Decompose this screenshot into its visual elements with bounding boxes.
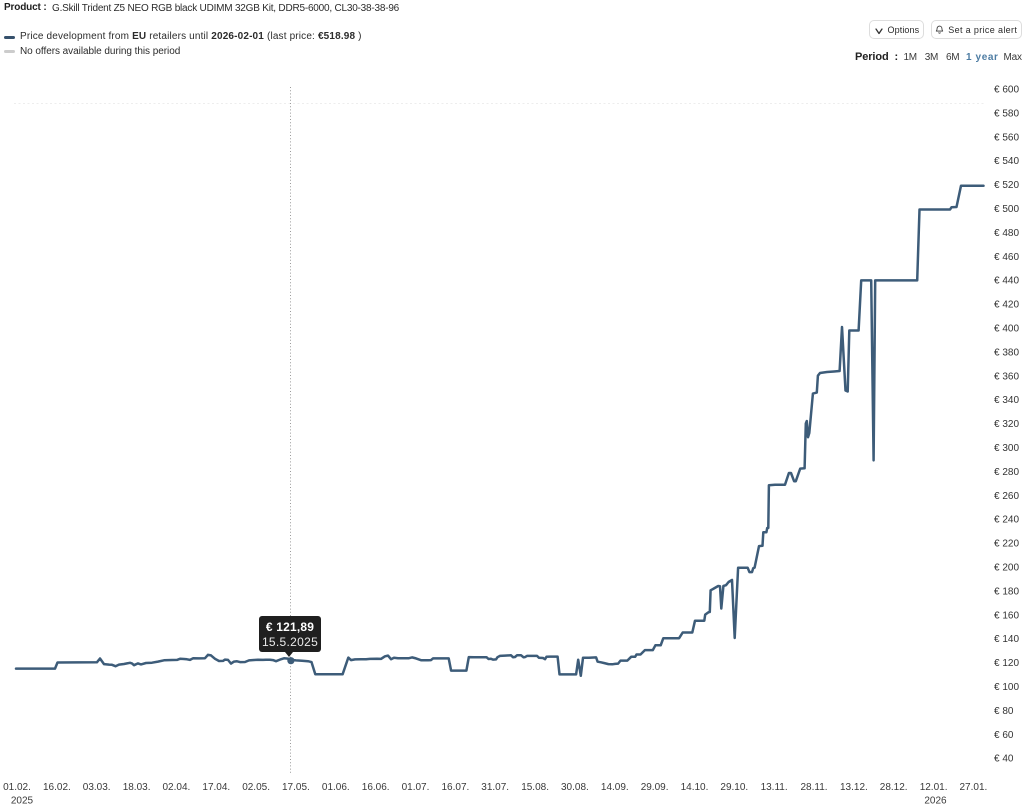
svg-text:€ 120: € 120 bbox=[994, 658, 1019, 669]
svg-text:27.01.: 27.01. bbox=[959, 782, 987, 793]
svg-text:€ 140: € 140 bbox=[994, 634, 1019, 645]
svg-text:17.04.: 17.04. bbox=[202, 782, 230, 793]
svg-text:€ 440: € 440 bbox=[994, 276, 1019, 287]
svg-text:€ 580: € 580 bbox=[994, 108, 1019, 119]
svg-text:€ 60: € 60 bbox=[994, 730, 1014, 741]
svg-text:€ 80: € 80 bbox=[994, 706, 1014, 717]
svg-text:02.04.: 02.04. bbox=[162, 782, 190, 793]
svg-text:01.02.: 01.02. bbox=[3, 782, 31, 793]
svg-text:16.06.: 16.06. bbox=[362, 782, 390, 793]
svg-text:12.01.: 12.01. bbox=[920, 782, 948, 793]
svg-text:€ 600: € 600 bbox=[994, 85, 1019, 96]
svg-text:28.11.: 28.11. bbox=[800, 782, 827, 793]
svg-text:€ 360: € 360 bbox=[994, 371, 1019, 382]
svg-text:29.09.: 29.09. bbox=[641, 782, 669, 793]
svg-text:2026: 2026 bbox=[924, 796, 947, 807]
svg-text:€ 100: € 100 bbox=[994, 682, 1019, 693]
svg-text:14.09.: 14.09. bbox=[601, 782, 629, 793]
svg-text:€ 420: € 420 bbox=[994, 300, 1019, 311]
svg-text:2025: 2025 bbox=[11, 796, 34, 807]
svg-text:14.10.: 14.10. bbox=[681, 782, 709, 793]
svg-text:31.07.: 31.07. bbox=[481, 782, 509, 793]
svg-text:€ 260: € 260 bbox=[994, 491, 1019, 502]
svg-text:30.08.: 30.08. bbox=[561, 782, 589, 793]
svg-text:16.07.: 16.07. bbox=[441, 782, 469, 793]
svg-text:01.06.: 01.06. bbox=[322, 782, 350, 793]
svg-text:€ 500: € 500 bbox=[994, 204, 1019, 215]
svg-text:13.11.: 13.11. bbox=[761, 782, 788, 793]
svg-text:€ 200: € 200 bbox=[994, 563, 1019, 574]
svg-text:€ 240: € 240 bbox=[994, 515, 1019, 526]
svg-text:€ 520: € 520 bbox=[994, 180, 1019, 191]
svg-text:€ 160: € 160 bbox=[994, 610, 1019, 621]
svg-text:€ 220: € 220 bbox=[994, 539, 1019, 550]
svg-text:€ 460: € 460 bbox=[994, 252, 1019, 263]
svg-text:€ 320: € 320 bbox=[994, 419, 1019, 430]
svg-text:€ 540: € 540 bbox=[994, 156, 1019, 167]
svg-text:03.03.: 03.03. bbox=[83, 782, 111, 793]
svg-text:€ 380: € 380 bbox=[994, 347, 1019, 358]
svg-text:17.05.: 17.05. bbox=[282, 782, 310, 793]
svg-text:€ 480: € 480 bbox=[994, 228, 1019, 239]
svg-text:€ 40: € 40 bbox=[994, 754, 1014, 765]
svg-text:15.08.: 15.08. bbox=[521, 782, 549, 793]
svg-text:16.02.: 16.02. bbox=[43, 782, 71, 793]
svg-text:02.05.: 02.05. bbox=[242, 782, 270, 793]
svg-text:€ 400: € 400 bbox=[994, 324, 1019, 335]
svg-text:€ 340: € 340 bbox=[994, 395, 1019, 406]
svg-text:€ 560: € 560 bbox=[994, 132, 1019, 143]
svg-text:€ 280: € 280 bbox=[994, 467, 1019, 478]
svg-text:28.12.: 28.12. bbox=[880, 782, 908, 793]
svg-text:€ 180: € 180 bbox=[994, 586, 1019, 597]
svg-text:13.12.: 13.12. bbox=[840, 782, 868, 793]
svg-text:29.10.: 29.10. bbox=[720, 782, 748, 793]
svg-text:01.07.: 01.07. bbox=[402, 782, 430, 793]
svg-text:€ 300: € 300 bbox=[994, 443, 1019, 454]
svg-text:18.03.: 18.03. bbox=[123, 782, 151, 793]
